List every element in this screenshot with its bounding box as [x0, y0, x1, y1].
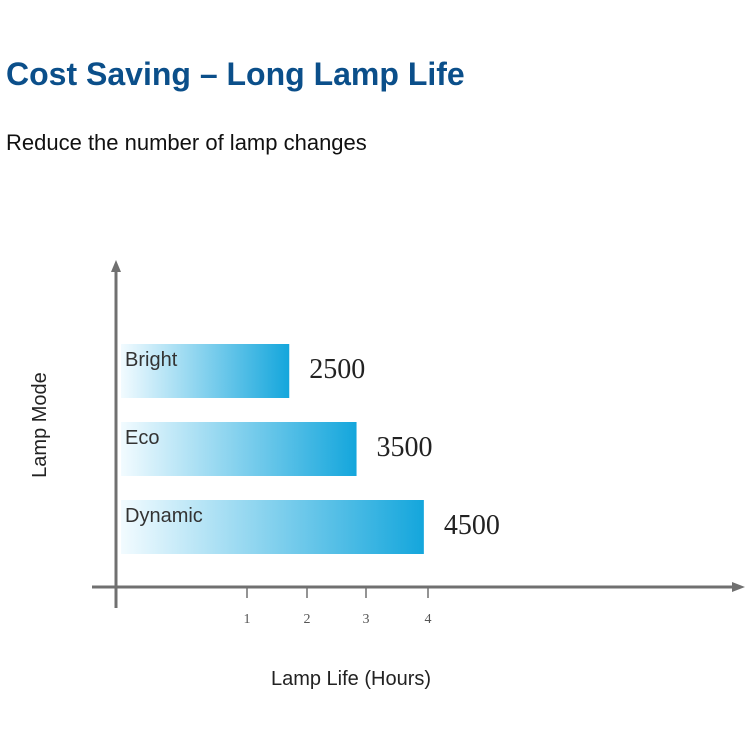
- bar-bright: [121, 344, 290, 398]
- bar-value-label: 2500: [309, 354, 365, 385]
- y-axis-title: Lamp Mode: [29, 372, 51, 478]
- x-tick-label: 1: [244, 612, 251, 627]
- bar-value-label: 4500: [444, 510, 500, 541]
- bar-category-label: Dynamic: [125, 505, 203, 527]
- page-subtitle: Reduce the number of lamp changes: [6, 130, 367, 155]
- x-tick-label: 4: [425, 612, 432, 627]
- bar-eco: [121, 422, 357, 476]
- bar-category-label: Eco: [125, 427, 159, 449]
- x-tick-label: 2: [304, 612, 311, 627]
- bar-category-label: Bright: [125, 349, 178, 371]
- page-title: Cost Saving – Long Lamp Life: [6, 56, 465, 92]
- bar-value-label: 3500: [377, 432, 433, 463]
- bar-dynamic: [121, 500, 424, 554]
- x-axis-arrow-icon: [732, 582, 745, 592]
- x-tick-label: 3: [363, 612, 370, 627]
- y-axis-arrow-icon: [111, 260, 121, 272]
- x-axis-title: Lamp Life (Hours): [271, 668, 431, 690]
